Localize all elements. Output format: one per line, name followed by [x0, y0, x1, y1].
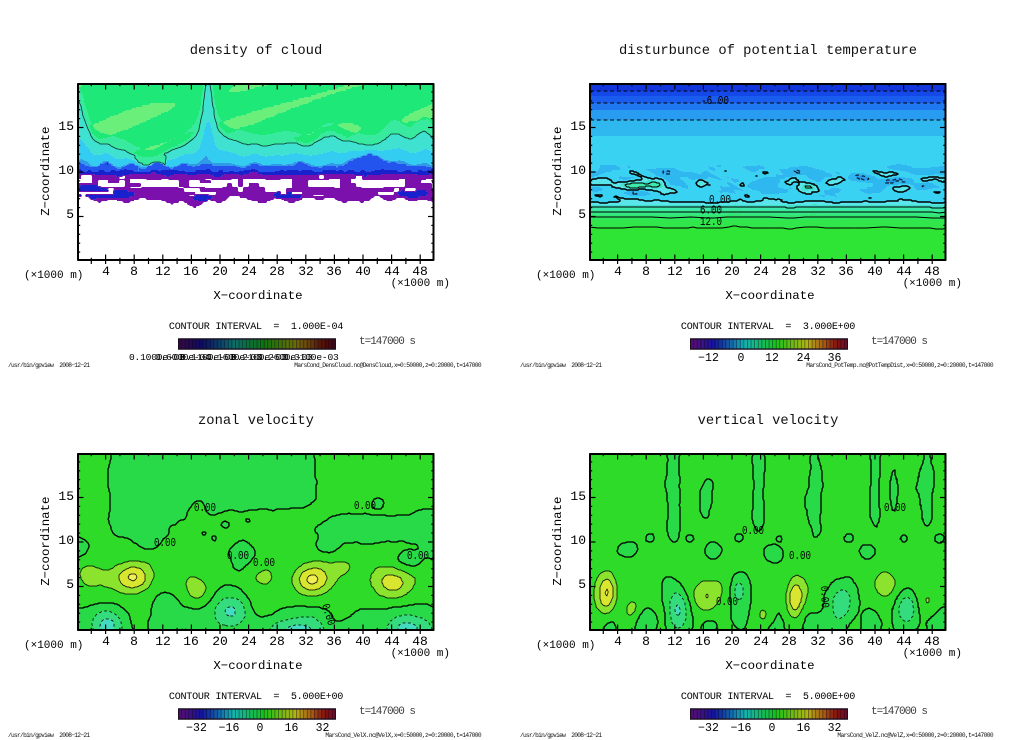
svg-text:12.0: 12.0 [700, 216, 722, 229]
svg-text:0.00: 0.00 [716, 596, 738, 609]
svg-text:0.00: 0.00 [318, 602, 337, 627]
svg-text:0.00: 0.00 [194, 502, 216, 515]
svg-text:0.00: 0.00 [884, 502, 906, 515]
svg-text:-6.00: -6.00 [701, 95, 729, 108]
svg-text:0.00: 0.00 [817, 586, 831, 609]
svg-text:0.00: 0.00 [709, 194, 731, 207]
svg-text:0.00: 0.00 [154, 537, 176, 550]
svg-text:0.00: 0.00 [789, 550, 811, 563]
svg-text:0.00: 0.00 [407, 550, 429, 563]
svg-text:0.00: 0.00 [742, 525, 764, 538]
svg-text:0.00: 0.00 [354, 500, 376, 513]
svg-text:6.00: 6.00 [700, 205, 722, 218]
svg-text:0.00: 0.00 [227, 550, 249, 563]
svg-text:0.00: 0.00 [253, 557, 275, 570]
